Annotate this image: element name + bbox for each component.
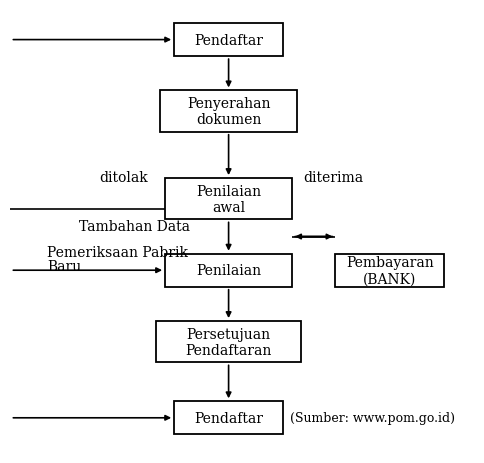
FancyBboxPatch shape: [174, 24, 283, 57]
FancyBboxPatch shape: [160, 91, 296, 132]
Text: Penyerahan
dokumen: Penyerahan dokumen: [186, 97, 270, 127]
Text: Baru: Baru: [47, 259, 81, 273]
Text: Penilaian
awal: Penilaian awal: [196, 184, 260, 214]
FancyBboxPatch shape: [155, 321, 301, 363]
Text: (Sumber: www.pom.go.id): (Sumber: www.pom.go.id): [289, 412, 454, 425]
Text: Pembayaran
(BANK): Pembayaran (BANK): [345, 256, 433, 286]
Text: Pemeriksaan Pabrik: Pemeriksaan Pabrik: [47, 245, 187, 259]
Text: diterima: diterima: [302, 170, 363, 184]
Text: Penilaian: Penilaian: [196, 263, 260, 278]
Text: Pendaftar: Pendaftar: [194, 33, 262, 48]
Text: Pendaftar: Pendaftar: [194, 411, 262, 425]
Text: Tambahan Data: Tambahan Data: [78, 220, 189, 234]
FancyBboxPatch shape: [165, 254, 292, 287]
FancyBboxPatch shape: [174, 401, 283, 434]
FancyBboxPatch shape: [165, 179, 292, 220]
Text: Persetujuan
Pendaftaran: Persetujuan Pendaftaran: [185, 327, 271, 357]
FancyBboxPatch shape: [335, 254, 443, 287]
Text: ditolak: ditolak: [100, 170, 148, 184]
